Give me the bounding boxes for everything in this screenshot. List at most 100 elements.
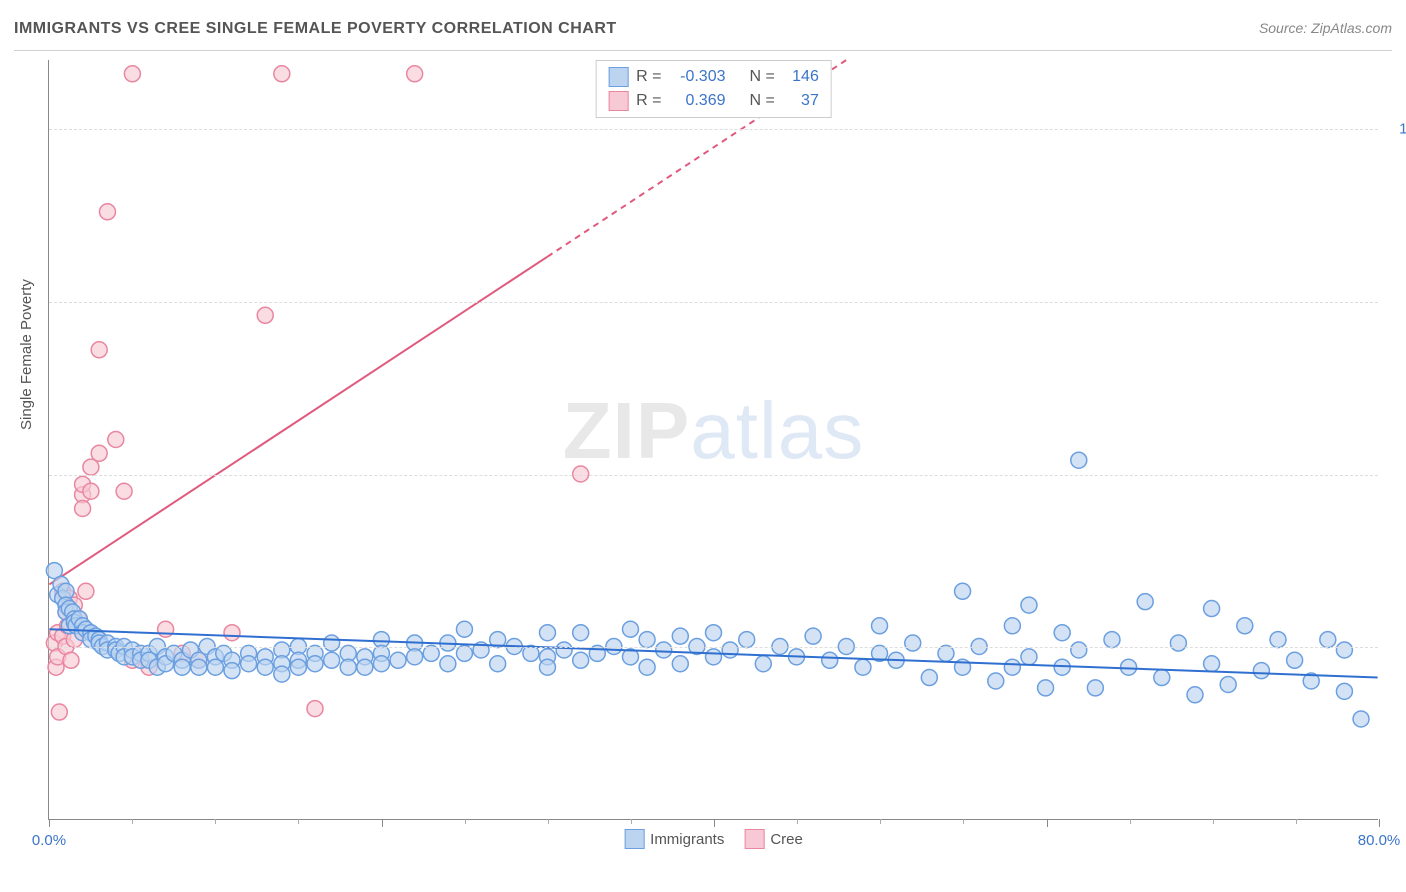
point-immigrants: [706, 649, 722, 665]
point-immigrants: [290, 659, 306, 675]
point-immigrants: [357, 659, 373, 675]
point-immigrants: [1087, 680, 1103, 696]
legend-item-cree: Cree: [744, 829, 803, 849]
point-cree: [91, 445, 107, 461]
point-immigrants: [1004, 618, 1020, 634]
point-immigrants: [855, 659, 871, 675]
point-immigrants: [407, 649, 423, 665]
point-immigrants: [1054, 625, 1070, 641]
n-value-immigrants: 146: [783, 65, 819, 89]
point-immigrants: [1121, 659, 1137, 675]
point-immigrants: [955, 583, 971, 599]
point-immigrants: [622, 621, 638, 637]
point-immigrants: [672, 628, 688, 644]
point-immigrants: [805, 628, 821, 644]
point-immigrants: [1204, 656, 1220, 672]
point-cree: [307, 701, 323, 717]
point-immigrants: [822, 652, 838, 668]
point-immigrants: [639, 659, 655, 675]
point-immigrants: [373, 656, 389, 672]
y-tick-label: 100.0%: [1390, 121, 1406, 138]
point-immigrants: [390, 652, 406, 668]
point-immigrants: [539, 659, 555, 675]
point-immigrants: [1287, 652, 1303, 668]
point-immigrants: [1187, 687, 1203, 703]
point-cree: [91, 342, 107, 358]
point-cree: [158, 621, 174, 637]
y-tick-label: 75.0%: [1390, 293, 1406, 310]
point-immigrants: [1104, 632, 1120, 648]
point-immigrants: [1320, 632, 1336, 648]
point-cree: [224, 625, 240, 641]
point-immigrants: [1004, 659, 1020, 675]
point-immigrants: [1253, 663, 1269, 679]
stat-row-cree: R = 0.369 N = 37: [608, 89, 819, 113]
point-immigrants: [456, 621, 472, 637]
point-immigrants: [905, 635, 921, 651]
legend-label-cree: Cree: [770, 831, 803, 848]
r-value-cree: 0.369: [670, 89, 726, 113]
point-immigrants: [988, 673, 1004, 689]
point-cree: [124, 66, 140, 82]
point-cree: [108, 432, 124, 448]
point-immigrants: [324, 652, 340, 668]
point-immigrants: [224, 663, 240, 679]
point-immigrants: [539, 625, 555, 641]
point-immigrants: [1154, 670, 1170, 686]
point-immigrants: [1237, 618, 1253, 634]
point-immigrants: [1021, 597, 1037, 613]
point-immigrants: [1220, 676, 1236, 692]
point-immigrants: [1336, 642, 1352, 658]
point-immigrants: [340, 659, 356, 675]
point-immigrants: [573, 652, 589, 668]
swatch-immigrants: [608, 67, 628, 87]
point-immigrants: [1353, 711, 1369, 727]
point-immigrants: [1021, 649, 1037, 665]
point-immigrants: [872, 618, 888, 634]
legend-item-immigrants: Immigrants: [624, 829, 724, 849]
point-immigrants: [440, 656, 456, 672]
point-immigrants: [191, 659, 207, 675]
point-immigrants: [257, 659, 273, 675]
point-immigrants: [722, 642, 738, 658]
y-tick-label: 50.0%: [1390, 466, 1406, 483]
point-immigrants: [174, 659, 190, 675]
series-legend: Immigrants Cree: [624, 829, 803, 849]
legend-swatch-immigrants: [624, 829, 644, 849]
point-immigrants: [1170, 635, 1186, 651]
y-tick-label: 25.0%: [1390, 639, 1406, 656]
point-immigrants: [274, 666, 290, 682]
chart-svg: [49, 60, 1378, 819]
point-immigrants: [324, 635, 340, 651]
legend-swatch-cree: [744, 829, 764, 849]
x-tick-label: 0.0%: [32, 832, 66, 849]
point-cree: [116, 483, 132, 499]
point-cree: [83, 483, 99, 499]
point-immigrants: [307, 656, 323, 672]
point-cree: [63, 652, 79, 668]
point-immigrants: [556, 642, 572, 658]
stat-row-immigrants: R = -0.303 N = 146: [608, 65, 819, 89]
r-value-immigrants: -0.303: [670, 65, 726, 89]
legend-label-immigrants: Immigrants: [650, 831, 724, 848]
point-cree: [274, 66, 290, 82]
point-immigrants: [1204, 601, 1220, 617]
point-immigrants: [1270, 632, 1286, 648]
point-immigrants: [706, 625, 722, 641]
n-value-cree: 37: [783, 89, 819, 113]
point-immigrants: [1336, 683, 1352, 699]
stat-legend: R = -0.303 N = 146 R = 0.369 N = 37: [595, 60, 832, 118]
point-immigrants: [490, 656, 506, 672]
x-tick-label: 80.0%: [1358, 832, 1401, 849]
chart-title: IMMIGRANTS VS CREE SINGLE FEMALE POVERTY…: [14, 20, 617, 37]
point-cree: [51, 704, 67, 720]
point-immigrants: [656, 642, 672, 658]
point-cree: [75, 501, 91, 517]
source-label: Source: ZipAtlas.com: [1259, 20, 1392, 36]
point-cree: [257, 307, 273, 323]
swatch-cree: [608, 91, 628, 111]
point-immigrants: [739, 632, 755, 648]
point-cree: [78, 583, 94, 599]
chart-header: IMMIGRANTS VS CREE SINGLE FEMALE POVERTY…: [14, 20, 1392, 51]
point-immigrants: [1071, 642, 1087, 658]
